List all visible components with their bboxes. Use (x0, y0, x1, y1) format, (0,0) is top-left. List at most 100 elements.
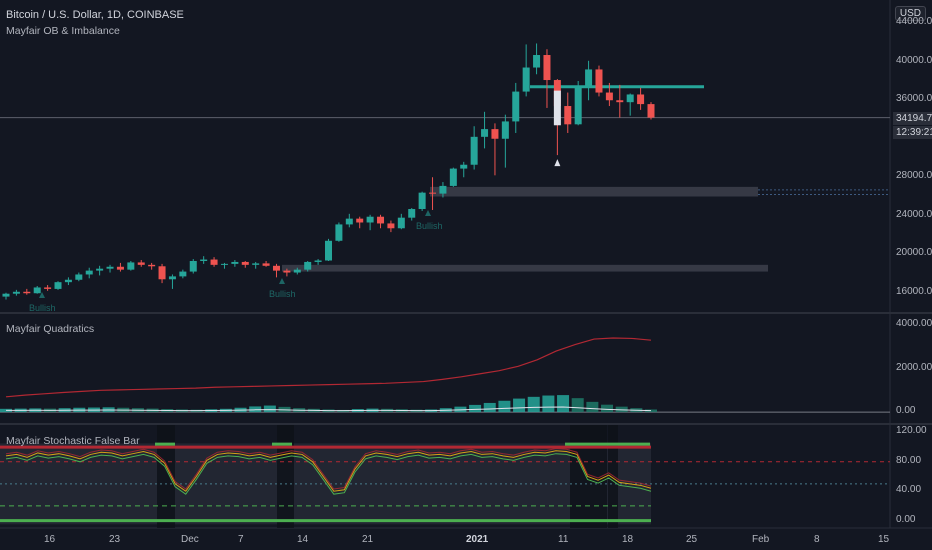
time-tick-label: Feb (752, 534, 770, 545)
candle-body (366, 216, 374, 223)
highlight-candle (553, 90, 561, 126)
candle-body (491, 129, 499, 139)
order-block (282, 264, 768, 272)
quad-tick-label: 4000.00 (896, 317, 932, 329)
candle-body (96, 268, 104, 271)
stoch-shade (157, 425, 175, 528)
order-block (430, 186, 758, 197)
candle-body (439, 185, 447, 194)
quad-line (5, 337, 652, 398)
time-tick-label: 8 (814, 534, 820, 545)
stoch-tick-label: 80.00 (896, 454, 922, 466)
candle-body (200, 259, 208, 261)
symbol-title: Bitcoin / U.S. Dollar, 1D, COINBASE (6, 9, 184, 21)
candle-body (23, 291, 31, 294)
candle-body (85, 270, 93, 275)
candle-body (210, 259, 218, 265)
candle-body (106, 266, 114, 269)
stoch-tick-label: 120.00 (896, 425, 927, 437)
bullish-label: Bullish (29, 303, 56, 313)
candle-body (75, 274, 83, 280)
quad-histogram-bar (513, 398, 526, 413)
time-tick-label: 25 (686, 534, 698, 545)
price-tick-label: 44000.00 (896, 16, 932, 28)
price-tick-label: 36000.00 (896, 93, 932, 105)
candle-body (470, 136, 478, 165)
price-tick-label: 16000.00 (896, 285, 932, 297)
candle-body (2, 293, 10, 297)
candle-body (33, 287, 41, 294)
candle-body (481, 129, 489, 137)
candle-body (241, 261, 249, 265)
time-tick-label: 2021 (466, 534, 489, 545)
stoch-tick-label: 40.00 (896, 484, 922, 496)
candle-body (377, 216, 385, 224)
candle-body (574, 87, 582, 125)
candle-body (533, 55, 541, 68)
candle-body (418, 192, 426, 210)
quad-histogram-bar (571, 398, 584, 413)
quad-histogram-bar (469, 404, 482, 413)
candle-body (387, 223, 395, 229)
bullish-marker-icon (39, 292, 45, 298)
quad-histogram-bar (542, 395, 555, 413)
currency-button[interactable]: USD (894, 6, 926, 21)
candle-body (116, 266, 124, 270)
bullish-label: Bullish (269, 289, 296, 299)
candle-body (325, 240, 332, 261)
candle-body (637, 94, 645, 105)
candle-body (356, 218, 364, 223)
bullish-label: Bullish (416, 221, 443, 231)
candle-body (564, 106, 572, 125)
quad-histogram-bar (557, 395, 570, 413)
quad-histogram-bar (483, 402, 496, 413)
quad-histogram-bar (586, 401, 599, 413)
candle-body (522, 67, 530, 92)
price-tick-label: 24000.00 (896, 208, 932, 220)
stoch-k-line (5, 450, 652, 492)
candle-body (512, 91, 520, 122)
quadratics-pane-title[interactable]: Mayfair Quadratics (6, 323, 95, 335)
bullish-marker-icon (279, 278, 285, 284)
candle-body (616, 100, 624, 103)
time-tick-label: 15 (878, 534, 890, 545)
candle-body (54, 282, 62, 289)
candle-body (12, 291, 20, 294)
time-tick-label: 21 (362, 534, 374, 545)
candle-body (585, 69, 593, 88)
candle-body (127, 262, 135, 270)
candle-body (189, 260, 197, 272)
stochastic-pane-title[interactable]: Mayfair Stochastic False Bar (6, 435, 140, 447)
candle-body (647, 104, 655, 118)
price-tick-label: 40000.00 (896, 54, 932, 66)
candle-body (429, 192, 437, 194)
candle-body (449, 168, 457, 186)
candle-countdown: 12:39:21 (893, 125, 932, 139)
quad-histogram-bar (249, 406, 262, 413)
candle-body (252, 263, 260, 265)
time-tick-label: 11 (558, 534, 569, 545)
time-tick-label: Dec (181, 534, 199, 545)
price-tick-label: 20000.00 (896, 247, 932, 259)
indicator-title[interactable]: Mayfair OB & Imbalance (6, 25, 120, 37)
candle-body (304, 261, 312, 270)
candle-body (397, 217, 405, 229)
quad-tick-label: 2000.00 (896, 361, 932, 373)
candle-body (220, 263, 228, 265)
current-price-tag: 34194.71 (893, 111, 932, 125)
quad-histogram-bar (263, 405, 276, 413)
candle-body (283, 270, 291, 273)
candle-body (605, 92, 613, 101)
candle-body (272, 265, 280, 271)
time-tick-label: 7 (238, 534, 244, 545)
candle-body (44, 287, 52, 289)
price-tick-label: 28000.00 (896, 170, 932, 182)
candle-body (262, 263, 270, 266)
candle-body (179, 271, 187, 277)
candle-body (314, 260, 322, 262)
bullish-marker-icon (425, 210, 431, 216)
time-tick-label: 18 (622, 534, 634, 545)
time-tick-label: 16 (44, 534, 56, 545)
stoch-d-line (5, 453, 652, 495)
